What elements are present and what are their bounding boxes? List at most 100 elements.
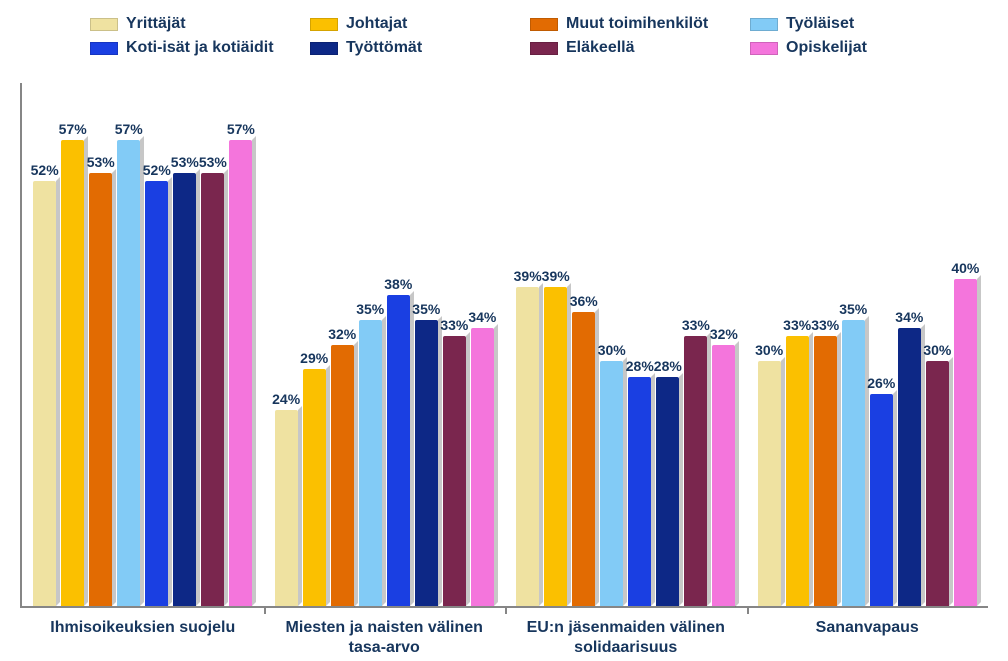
bar-group: 39%39%36%30%28%28%33%32% — [505, 83, 747, 606]
bar-value-label: 30% — [755, 342, 783, 358]
legend-swatch — [750, 42, 778, 55]
x-axis-label: Ihmisoikeuksien suojelu — [22, 618, 264, 658]
bar: 53% — [199, 83, 227, 606]
legend-item: Yrittäjät — [90, 15, 310, 33]
bar: 53% — [87, 83, 115, 606]
bar-value-label: 32% — [710, 326, 738, 342]
chart-legend: Yrittäjät Johtajat Muut toimihenkilöt Työlä… — [90, 15, 988, 63]
x-axis-label: EU:n jäsenmaiden välinen solidaarisuus — [505, 618, 747, 658]
bar-value-label: 35% — [356, 301, 384, 317]
legend-label: Koti-isät ja kotiäidit — [126, 39, 274, 57]
legend-swatch — [530, 18, 558, 31]
bar-rect — [387, 295, 410, 606]
bar-rect — [471, 328, 494, 606]
bar-group: 30%33%33%35%26%34%30%40% — [747, 83, 989, 606]
bar-value-label: 29% — [300, 350, 328, 366]
bar: 32% — [710, 83, 738, 606]
legend-label: Työttömät — [346, 39, 422, 57]
x-axis-label: Sananvapaus — [747, 618, 989, 658]
bar-rect — [572, 312, 595, 606]
bar-rect — [758, 361, 781, 606]
bar: 33% — [783, 83, 811, 606]
bar-rect — [415, 320, 438, 606]
bar: 38% — [384, 83, 412, 606]
bar-rect — [443, 336, 466, 606]
legend-swatch — [310, 18, 338, 31]
bar-value-label: 52% — [143, 162, 171, 178]
bar-group-bars: 39%39%36%30%28%28%33%32% — [506, 83, 746, 606]
bar-rect — [229, 140, 252, 606]
legend-swatch — [530, 42, 558, 55]
bar: 36% — [570, 83, 598, 606]
bar-value-label: 34% — [468, 309, 496, 325]
bar-rect — [684, 336, 707, 606]
bar: 33% — [440, 83, 468, 606]
bar: 28% — [654, 83, 682, 606]
bar-rect — [656, 377, 679, 606]
bar: 33% — [811, 83, 839, 606]
bar: 57% — [227, 83, 255, 606]
bar-value-label: 26% — [867, 375, 895, 391]
legend-label: Eläkeellä — [566, 39, 635, 57]
x-axis-label: Miesten ja naisten välinen tasa-arvo — [264, 618, 506, 658]
bar-rect — [628, 377, 651, 606]
bar-value-label: 53% — [199, 154, 227, 170]
bar-rect — [275, 410, 298, 606]
bar: 28% — [626, 83, 654, 606]
bar: 32% — [328, 83, 356, 606]
bar-rect — [600, 361, 623, 606]
bar-rect — [173, 173, 196, 606]
legend-label: Työläiset — [786, 15, 854, 33]
bar-rect — [201, 173, 224, 606]
bar-rect — [870, 394, 893, 606]
bar-rect — [898, 328, 921, 606]
bar-rect — [954, 279, 977, 606]
legend-swatch — [310, 42, 338, 55]
bar: 52% — [143, 83, 171, 606]
bar: 24% — [272, 83, 300, 606]
legend-item: Muut toimihenkilöt — [530, 15, 750, 33]
legend-item: Johtajat — [310, 15, 530, 33]
legend-item: Opiskelijat — [750, 39, 970, 57]
legend-item: Eläkeellä — [530, 39, 750, 57]
legend-swatch — [90, 42, 118, 55]
bar-group: 52%57%53%57%52%53%53%57% — [22, 83, 264, 606]
bar-group-bars: 24%29%32%35%38%35%33%34% — [264, 83, 504, 606]
bar: 26% — [867, 83, 895, 606]
bar-value-label: 57% — [59, 121, 87, 137]
bar-value-label: 33% — [440, 317, 468, 333]
bar-value-label: 34% — [895, 309, 923, 325]
bar-rect — [926, 361, 949, 606]
bar-rect — [303, 369, 326, 606]
bar-rect — [331, 345, 354, 607]
bar-rect — [544, 287, 567, 606]
bar-value-label: 30% — [598, 342, 626, 358]
bar-value-label: 33% — [783, 317, 811, 333]
bar: 39% — [514, 83, 542, 606]
bar-chart: 52%57%53%57%52%53%53%57%24%29%32%35%38%3… — [20, 83, 988, 608]
bar: 57% — [115, 83, 143, 606]
legend-item: Koti-isät ja kotiäidit — [90, 39, 310, 57]
bar: 33% — [682, 83, 710, 606]
x-axis-labels: Ihmisoikeuksien suojeluMiesten ja naiste… — [22, 618, 988, 658]
bar-group-bars: 30%33%33%35%26%34%30%40% — [747, 83, 987, 606]
bar-value-label: 53% — [171, 154, 199, 170]
legend-label: Opiskelijat — [786, 39, 867, 57]
bar-value-label: 24% — [272, 391, 300, 407]
bar-value-label: 33% — [682, 317, 710, 333]
bar-value-label: 35% — [412, 301, 440, 317]
bar-value-label: 40% — [951, 260, 979, 276]
bar: 30% — [598, 83, 626, 606]
bar: 35% — [412, 83, 440, 606]
bar-value-label: 35% — [839, 301, 867, 317]
bar-rect — [33, 181, 56, 606]
bar-value-label: 39% — [542, 268, 570, 284]
bar: 35% — [356, 83, 384, 606]
legend-item: Työttömät — [310, 39, 530, 57]
bar-value-label: 52% — [31, 162, 59, 178]
bar: 30% — [923, 83, 951, 606]
bar-rect — [61, 140, 84, 606]
bar-value-label: 39% — [514, 268, 542, 284]
legend-label: Johtajat — [346, 15, 407, 33]
bar-value-label: 57% — [227, 121, 255, 137]
